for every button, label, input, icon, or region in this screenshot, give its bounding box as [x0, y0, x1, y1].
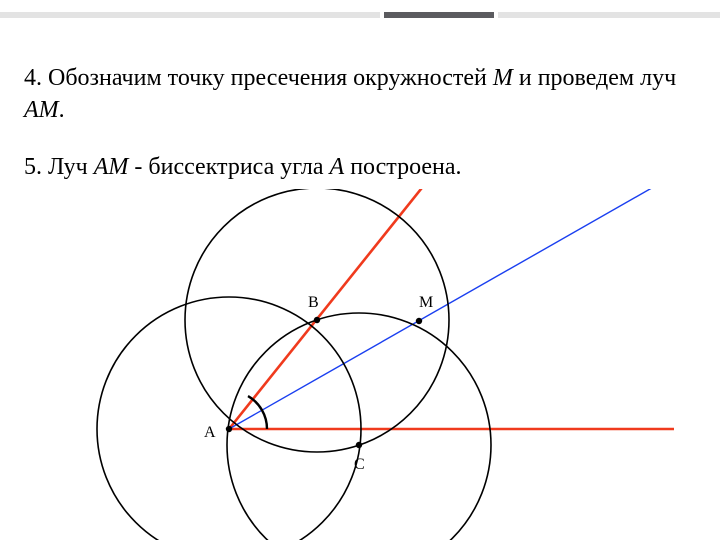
step-4-AM: АМ [24, 97, 59, 123]
step-4-end: . [59, 97, 65, 123]
step-4-mid: и проведем луч [513, 65, 676, 91]
label-B: B [308, 294, 319, 311]
ray-AM [229, 189, 664, 429]
label-C: C [354, 456, 365, 473]
bisector-diagram: A B C M [24, 189, 720, 540]
step-4-prefix: 4. Обозначим точку пресечения окружносте… [24, 65, 493, 91]
label-M: M [419, 294, 433, 311]
point-M [416, 318, 422, 324]
title-bar-seg-3 [498, 12, 720, 18]
step-5: 5. Луч АМ - биссектриса угла А построена… [24, 151, 696, 183]
point-A [226, 426, 232, 432]
step-5-prefix: 5. Луч [24, 154, 94, 180]
ray-AB [229, 189, 429, 429]
content: 4. Обозначим точку пресечения окружносте… [0, 30, 720, 540]
title-bar [0, 0, 720, 30]
step-5-mid: - биссектриса угла [128, 154, 329, 180]
title-bar-seg-2 [384, 12, 494, 18]
step-4: 4. Обозначим точку пресечения окружносте… [24, 62, 696, 127]
step-5-end: построена. [344, 154, 461, 180]
step-4-M: М [493, 65, 513, 91]
point-B [314, 317, 320, 323]
title-bar-seg-1 [0, 12, 380, 18]
label-A: A [204, 424, 216, 441]
step-5-AM: АМ [94, 154, 129, 180]
point-C [356, 442, 362, 448]
step-5-A: А [330, 154, 345, 180]
